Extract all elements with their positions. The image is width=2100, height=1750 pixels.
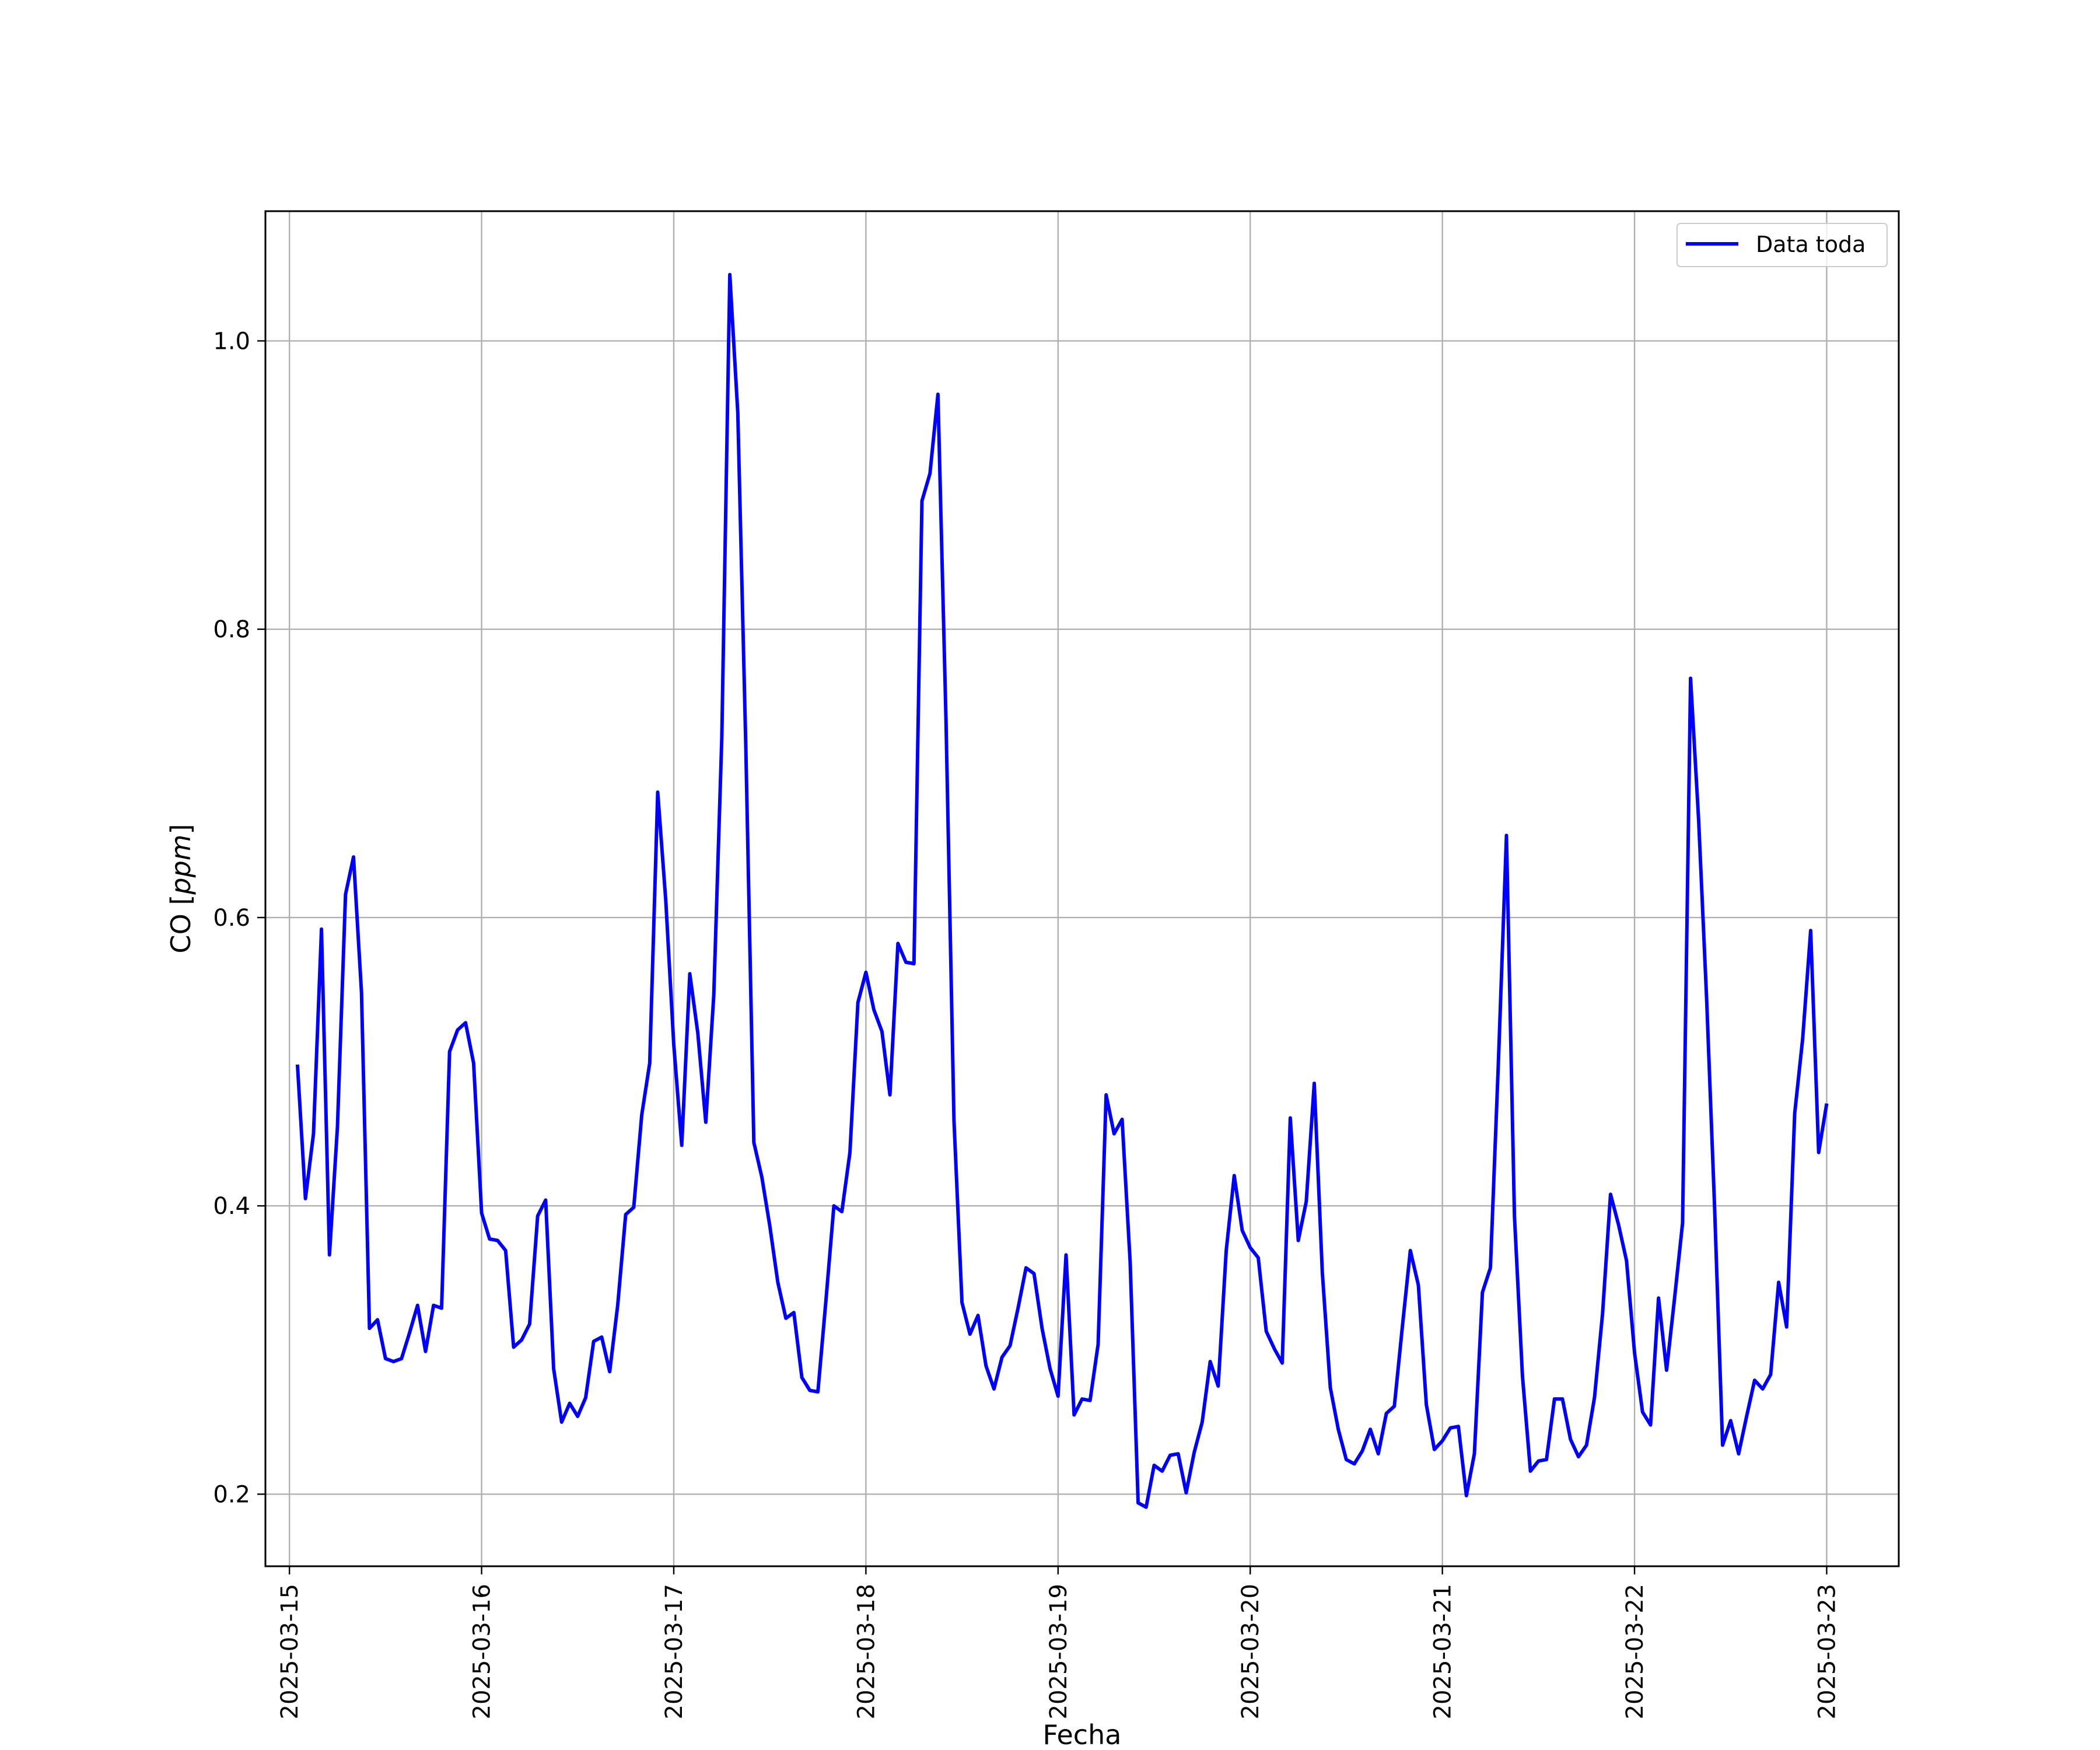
x-tick-label: 2025-03-18	[853, 1584, 880, 1719]
x-tick-label: 2025-03-16	[469, 1584, 496, 1719]
y-axis-label-unit: ppm	[165, 834, 197, 895]
series-layer	[295, 272, 1829, 1509]
y-tick-label: 1.0	[213, 328, 250, 355]
y-tick-label: 0.8	[213, 617, 250, 643]
y-tick-label: 0.6	[213, 905, 250, 932]
y-axis-label-prefix: CO [	[165, 895, 197, 954]
y-tick-label: 0.4	[213, 1193, 250, 1220]
legend-box	[1676, 223, 1888, 267]
plot-frame	[264, 210, 1900, 1567]
x-tick-label: 2025-03-17	[661, 1584, 688, 1719]
x-tick-label: 2025-03-22	[1622, 1584, 1648, 1719]
x-axis-label: Fecha	[1043, 1719, 1122, 1750]
y-axis-label: CO [ppm]	[165, 824, 197, 953]
y-axis-label-suffix: ]	[165, 824, 197, 834]
series-line	[295, 272, 1829, 1509]
x-tick-label: 2025-03-15	[276, 1584, 303, 1719]
x-tick-label: 2025-03-21	[1430, 1584, 1457, 1719]
x-tick-label: 2025-03-20	[1237, 1584, 1264, 1719]
y-axis-ticks: 0.2 0.4 0.6 0.8 1.0	[213, 328, 265, 1508]
x-tick-label: 2025-03-19	[1045, 1584, 1072, 1719]
x-axis-ticks: 2025-03-15 2025-03-16 2025-03-17 2025-03-18…	[276, 1566, 1840, 1719]
x-tick-label: 2025-03-23	[1814, 1584, 1840, 1719]
legend: Data toda	[1676, 223, 1888, 267]
grid-lines	[265, 211, 1899, 1566]
legend-label: Data toda	[1756, 232, 1866, 257]
y-tick-label: 0.2	[213, 1481, 250, 1508]
